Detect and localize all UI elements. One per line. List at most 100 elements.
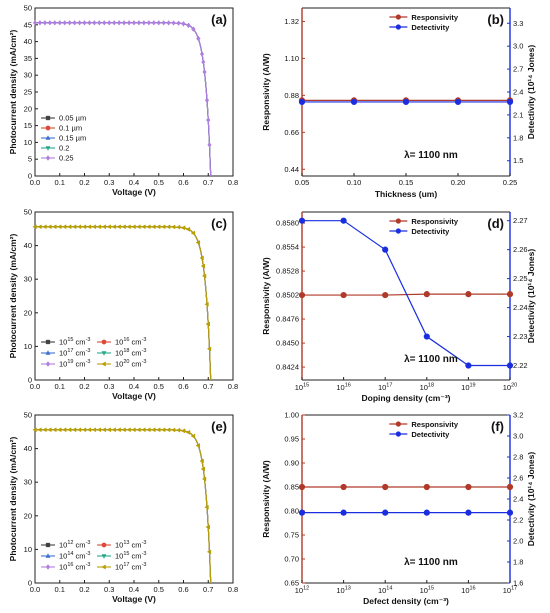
legend-label: 1019 cm-3 [59, 359, 90, 369]
text-part: cm [73, 541, 85, 550]
data-point [156, 427, 161, 433]
x-tick-label: 1012 [295, 586, 309, 596]
legend-label: 1018 cm-3 [115, 348, 146, 358]
text-part: 10 [115, 360, 123, 369]
legend-label: 1016 cm-3 [59, 562, 90, 572]
x-tick-label: 0.20 [451, 178, 466, 187]
legend-marker [101, 542, 107, 548]
y-axis-label: Photocurrent density (mA/cm²) [8, 436, 18, 561]
x-tick-label: 0.2 [79, 382, 89, 391]
y-tick-label: 35 [24, 54, 32, 63]
x-tick-label: 0.7 [203, 178, 213, 187]
data-point [82, 20, 87, 26]
text-part: 10 [378, 586, 386, 595]
superscript: -3 [86, 562, 91, 568]
data-point [506, 509, 514, 516]
superscript: -3 [86, 348, 91, 354]
x-axis-label: Thickness (um) [375, 189, 438, 199]
data-point [76, 224, 82, 230]
superscript: 15 [123, 551, 129, 557]
superscript: 17 [511, 586, 517, 592]
y-axis-label: Photocurrent density (mA/cm²) [8, 233, 18, 358]
data-point [175, 224, 181, 230]
data-point [131, 427, 136, 433]
legend-marker [395, 421, 401, 427]
legend-marker [45, 564, 51, 570]
series-line [302, 293, 510, 296]
y2-axis-label: Detectivity (10¹⁴ Jones) [526, 249, 536, 344]
y-tick-label: 40 [24, 37, 32, 46]
data-point [117, 20, 122, 26]
superscript: 18 [123, 348, 129, 354]
y2-tick-label: 1.8 [513, 133, 523, 142]
data-point [116, 427, 121, 433]
legend-label: Detectivity [411, 430, 450, 439]
y-tick-label: 50 [24, 411, 32, 420]
panel-d: 1015 1016 1017 1018 1019 10200.84240.84500.84… [261, 211, 536, 403]
legend-label: 1015 cm-3 [59, 337, 90, 347]
data-point [205, 524, 210, 530]
text-part: 10 [503, 586, 511, 595]
data-point [156, 20, 161, 26]
legend-label: Detectivity [411, 23, 450, 32]
legend-marker [45, 155, 51, 161]
data-point [465, 291, 472, 298]
text-part: 10 [59, 552, 67, 561]
data-point [141, 427, 146, 433]
data-point [32, 427, 37, 433]
y2-tick-label: 3.0 [513, 432, 523, 441]
x-tick-label: 1019 [461, 383, 475, 393]
data-point [87, 20, 92, 26]
data-point [151, 20, 156, 26]
data-point [62, 427, 67, 433]
legend-label: Responsivity [411, 217, 459, 226]
x-axis-label: Voltage (V) [112, 594, 156, 604]
y-tick-label: 30 [24, 275, 32, 284]
x-tick-label: 0.05 [295, 178, 310, 187]
data-point [62, 20, 67, 26]
data-point [204, 97, 210, 104]
text-part: 10 [115, 349, 123, 358]
y2-tick-label: 2.4 [513, 88, 523, 97]
data-point [298, 483, 306, 491]
x-tick-label: 0.5 [154, 382, 164, 391]
x-axis-label: Doping density (cm⁻³) [361, 393, 450, 403]
superscript: 14 [386, 586, 392, 592]
data-point [72, 20, 77, 26]
y-tick-label: 0.88 [284, 91, 299, 100]
data-point [165, 427, 171, 433]
data-point [97, 20, 102, 26]
data-point [91, 427, 97, 433]
legend-marker [101, 554, 107, 559]
data-point [382, 509, 389, 516]
data-point [67, 20, 72, 26]
y2-tick-label: 2.1 [513, 110, 523, 119]
x-tick-label: 0.10 [347, 178, 362, 187]
legend-label: 0.15 µm [59, 134, 86, 143]
text-part: 10 [461, 586, 469, 595]
data-point [190, 230, 196, 236]
data-point [146, 427, 151, 433]
y-tick-label: 10 [24, 138, 32, 147]
data-point [126, 224, 131, 230]
data-point [57, 224, 62, 230]
x-tick-label: 0.0 [30, 585, 40, 594]
data-point [506, 362, 514, 369]
legend-marker [101, 361, 106, 367]
y2-tick-label: 2.6 [513, 474, 523, 483]
data-point [200, 263, 205, 269]
legend-label: 1013 cm-3 [115, 540, 146, 550]
y2-tick-label: 3.0 [513, 42, 523, 51]
x-tick-label: 0.8 [228, 382, 238, 391]
text-part: 10 [59, 338, 67, 347]
y-tick-label: 0.65 [284, 579, 299, 588]
y-tick-label: 25 [24, 88, 32, 97]
y-axis-label: Photocurrent density (mA/cm²) [8, 29, 18, 154]
data-point [121, 224, 126, 230]
y2-tick-label: 2.8 [513, 453, 523, 462]
y2-tick-label: 2.23 [513, 332, 528, 341]
data-point [506, 291, 514, 298]
x-tick-label: 0.3 [104, 382, 114, 391]
superscript: -3 [86, 551, 91, 557]
legend-label: 1020 cm-3 [115, 359, 146, 369]
